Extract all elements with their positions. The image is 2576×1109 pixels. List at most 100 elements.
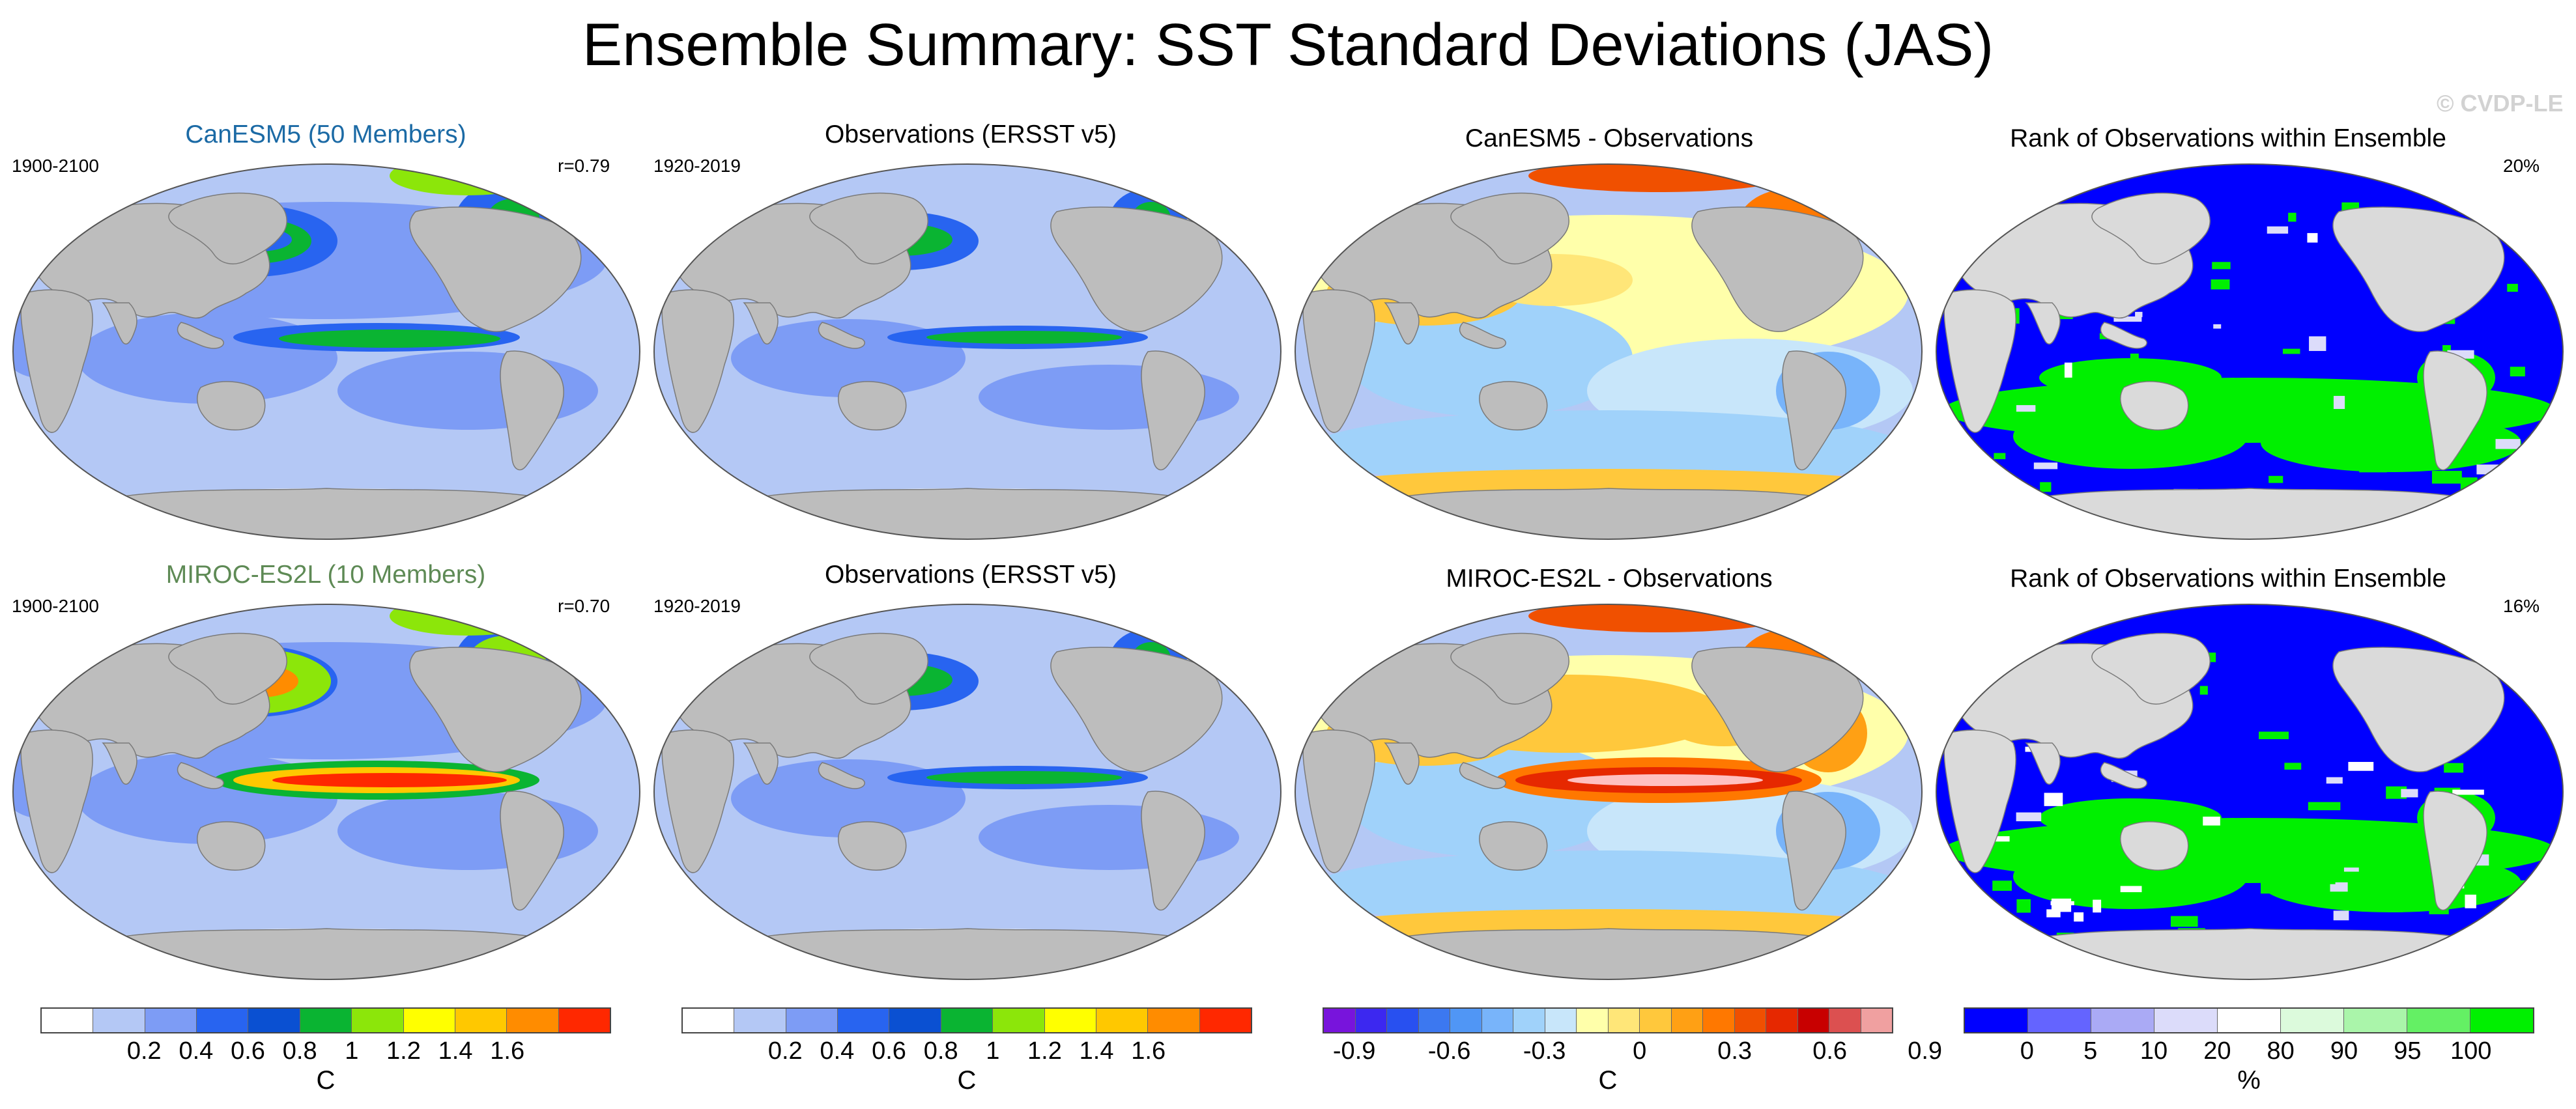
- figure-title: Ensemble Summary: SST Standard Deviation…: [582, 12, 1994, 78]
- colorbar-swatch: [507, 1009, 559, 1032]
- panel-title-difference: CanESM5 - Observations: [1465, 124, 1754, 152]
- colorbar-swatch: [93, 1009, 145, 1032]
- colorbar-swatch: [941, 1009, 994, 1032]
- field-region: [44, 166, 136, 199]
- period-label: 1900-2100: [12, 156, 99, 176]
- field-region: [926, 331, 1122, 344]
- map-outline: [1295, 604, 1923, 980]
- landmass-seasia: [177, 322, 224, 349]
- landmass-africa: [1302, 289, 1375, 433]
- colorbar-difference: [1323, 1007, 1893, 1033]
- colorbar-tick-label: 0.9: [1908, 1037, 1943, 1065]
- landmass-southAm: [2423, 791, 2487, 911]
- colorbar-swatch: [1703, 1009, 1735, 1032]
- landmass-northAm: [409, 206, 582, 332]
- colorbar-swatch: [1829, 1009, 1861, 1032]
- landmass-greenland: [570, 195, 616, 236]
- map-outline: [653, 163, 1281, 540]
- landmass-greenland: [2493, 636, 2539, 677]
- colorbar-tick-label: 1.4: [438, 1037, 473, 1065]
- landmass-africa: [1943, 729, 2016, 873]
- map-rank-miroc: [1936, 604, 2564, 980]
- landmass-asiaMain: [1450, 632, 1569, 705]
- colorbar-tick-label: 20: [2203, 1037, 2231, 1065]
- colorbar-swatch: [1387, 1009, 1419, 1032]
- colorbar-swatch: [1734, 1009, 1766, 1032]
- colorbar-swatch: [558, 1009, 610, 1032]
- colorbar-swatch: [352, 1009, 404, 1032]
- landmass-antarctica: [1992, 928, 2510, 979]
- landmass-australia: [1479, 381, 1548, 430]
- landmass-northAm: [1050, 647, 1223, 772]
- colorbar-tick-label: 0.4: [179, 1037, 214, 1065]
- colorbar-swatch: [1044, 1009, 1096, 1032]
- landmass-seasia: [2100, 322, 2147, 349]
- panel-title-observations: Observations (ERSST v5): [825, 561, 1117, 589]
- landmass-seasia: [177, 762, 224, 789]
- landmass-india: [1384, 742, 1420, 785]
- field-region: [2261, 414, 2521, 472]
- field-region: [2013, 844, 2248, 909]
- period-label: 1900-2100: [12, 596, 99, 616]
- field-region: [1309, 410, 1908, 488]
- landmass-southAm: [1141, 350, 1205, 471]
- panel-title-difference: MIROC-ES2L - Observations: [1446, 565, 1773, 593]
- landmass-antarctica: [710, 928, 1227, 979]
- landmass-northAm: [409, 647, 582, 772]
- colorbar-swatch: [2470, 1009, 2533, 1032]
- field-region: [1567, 774, 1763, 786]
- colorbar-swatch: [2407, 1009, 2470, 1032]
- colorbar-swatch: [455, 1009, 508, 1032]
- colorbar-swatch: [42, 1009, 94, 1032]
- colorbar-tick-label: 100: [2450, 1037, 2492, 1065]
- landmass-greenland: [2493, 195, 2539, 236]
- landmass-greenland: [1211, 195, 1257, 236]
- landmass-australia: [2120, 381, 2189, 430]
- landmass-asiaMain: [168, 192, 287, 264]
- landmass-africa: [20, 729, 93, 873]
- colorbar-tick-label: -0.9: [1332, 1037, 1376, 1065]
- colorbar-tick-label: 80: [2267, 1037, 2295, 1065]
- colorbar-swatch: [248, 1009, 300, 1032]
- copyright-label: © CVDP-LE: [2437, 90, 2564, 117]
- colorbar-swatch: [1513, 1009, 1545, 1032]
- landmass-northAm: [2332, 647, 2505, 772]
- landmass-australia: [197, 381, 266, 430]
- landmass-africa: [1302, 729, 1375, 873]
- colorbar-tick-label: 1: [986, 1037, 1000, 1065]
- colorbar-tick-label: 5: [2083, 1037, 2098, 1065]
- map-observations-std: [653, 604, 1281, 980]
- map-miroc-minus-obs: [1295, 604, 1923, 980]
- colorbar-swatch: [1861, 1009, 1892, 1032]
- landmass-southAm: [500, 350, 564, 471]
- landmass-southAm: [1782, 791, 1846, 911]
- panel-title-rank: Rank of Observations within Ensemble: [2010, 124, 2446, 152]
- colorbar-swatch: [889, 1009, 941, 1032]
- map-outline: [12, 604, 640, 980]
- landmass-greenland: [570, 636, 616, 677]
- field-region: [926, 771, 1122, 784]
- landmass-australia: [838, 821, 907, 871]
- landmass-asiaMain: [809, 632, 928, 705]
- colorbar-unit: %: [2237, 1066, 2261, 1095]
- panel-title-miroc: MIROC-ES2L (10 Members): [165, 561, 486, 589]
- colorbar-swatch: [1324, 1009, 1356, 1032]
- field-region: [390, 164, 546, 195]
- field-region: [27, 883, 626, 935]
- panel-title-observations: Observations (ERSST v5): [825, 120, 1117, 148]
- map-outline: [1936, 604, 2564, 980]
- colorbar-swatch: [993, 1009, 1045, 1032]
- landmass-india: [2025, 302, 2061, 344]
- colorbar-swatch: [1450, 1009, 1482, 1032]
- landmass-southAm: [1141, 791, 1205, 911]
- colorbar-swatch: [2281, 1009, 2344, 1032]
- landmass-antarctica: [69, 488, 586, 539]
- map-canesm5-std: [12, 163, 640, 540]
- colorbar-swatch: [2154, 1009, 2218, 1032]
- colorbar-swatch: [1766, 1009, 1798, 1032]
- colorbar-tick-label: 0: [2020, 1037, 2034, 1065]
- landmass-india: [2025, 742, 2061, 785]
- colorbar-unit: C: [316, 1066, 336, 1095]
- colorbar-swatch: [1965, 1009, 2028, 1032]
- landmass-india: [102, 742, 137, 785]
